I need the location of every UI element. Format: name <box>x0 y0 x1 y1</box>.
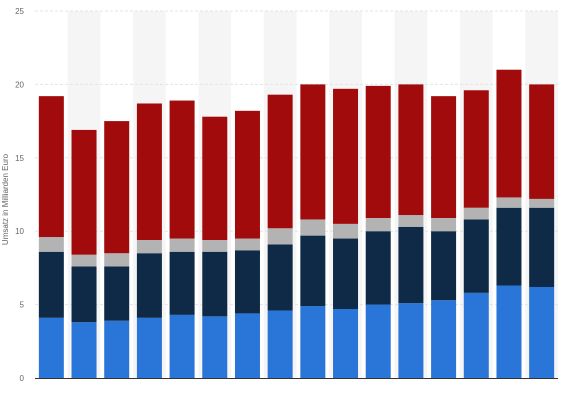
bar-segment <box>267 228 293 245</box>
bar-segment <box>398 303 424 378</box>
bar-segment <box>234 110 260 239</box>
bar-segment <box>104 121 130 254</box>
bar-segment <box>267 244 293 311</box>
bar-segment <box>529 286 555 378</box>
bar-segment <box>365 217 391 232</box>
bar-segment <box>496 285 522 378</box>
bar-segment <box>398 226 424 304</box>
bar-segment <box>431 231 457 301</box>
bar-segment <box>169 251 195 315</box>
y-tick-label: 10 <box>15 227 24 236</box>
bar-segment <box>333 309 359 378</box>
bar-segment <box>529 198 555 208</box>
bar-segment <box>300 235 326 307</box>
bar-segment <box>463 219 489 293</box>
bar-segment <box>365 304 391 378</box>
bar-segment <box>365 85 391 218</box>
bar-segment <box>136 240 162 254</box>
bar-segment <box>431 300 457 378</box>
bar-segment <box>104 320 130 378</box>
y-tick-label: 5 <box>20 301 25 310</box>
bar-segment <box>496 207 522 286</box>
y-tick-label: 20 <box>15 80 24 89</box>
bar-segment <box>300 219 326 236</box>
y-axis-label: Umsatz in Milliarden Euro <box>1 153 10 245</box>
bar-segment <box>365 231 391 305</box>
bar-segment <box>267 94 293 229</box>
bar-segment <box>398 84 424 216</box>
bar-segment <box>234 238 260 251</box>
y-tick-label: 0 <box>20 374 25 383</box>
bar-segment <box>104 253 130 267</box>
bar-segment <box>202 251 228 317</box>
bar-segment <box>333 88 359 224</box>
bar-segment <box>104 266 130 321</box>
bar-segment <box>169 100 195 239</box>
bar-segment <box>496 69 522 198</box>
bar-segment <box>136 103 162 241</box>
bar-segment <box>300 84 326 220</box>
bar-segment <box>463 207 489 220</box>
bar-segment <box>71 266 97 323</box>
bar-segment <box>529 207 555 287</box>
bar-segment <box>136 317 162 378</box>
bar-segment <box>71 254 97 267</box>
y-tick-label: 25 <box>15 7 24 16</box>
bar-segment <box>463 292 489 378</box>
bar-segment <box>463 90 489 208</box>
bar-segment <box>300 306 326 378</box>
bar-segment <box>71 129 97 255</box>
bar-segment <box>431 96 457 218</box>
bar-segment <box>71 322 97 378</box>
bar-segment <box>234 250 260 314</box>
bar-segment <box>136 253 162 318</box>
bar-segment <box>169 314 195 378</box>
bar-segment <box>431 217 457 232</box>
bar-segment <box>169 238 195 252</box>
bar-segment <box>202 240 228 252</box>
bar-segment <box>202 316 228 378</box>
bar-segment <box>496 197 522 208</box>
bar-segment <box>38 96 64 238</box>
bar-segment <box>38 317 64 378</box>
bar-segment <box>398 215 424 227</box>
bar-segment <box>333 238 359 310</box>
bar-series <box>38 69 555 378</box>
y-tick-label: 15 <box>15 154 24 163</box>
bar-segment <box>267 310 293 378</box>
y-axis-ticks: 0 5 10 15 20 25 <box>15 7 24 383</box>
bar-segment <box>202 116 228 241</box>
bar-segment <box>38 237 64 252</box>
bar-segment <box>234 313 260 378</box>
bar-segment <box>38 251 64 318</box>
bar-segment <box>529 84 555 199</box>
bar-segment <box>333 223 359 239</box>
